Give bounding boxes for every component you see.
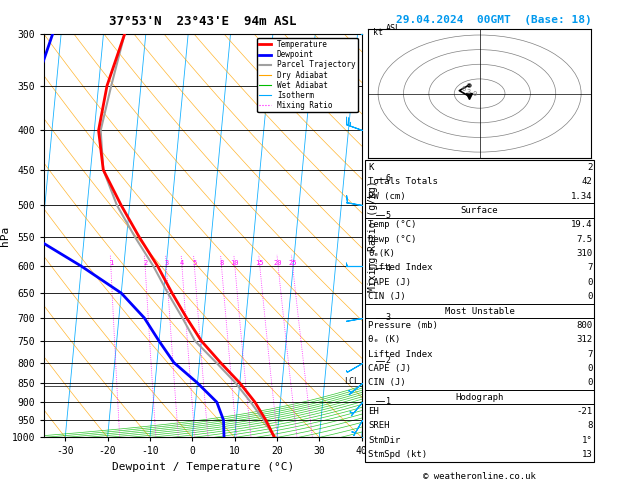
Text: kt: kt [373,28,383,37]
Text: 1: 1 [386,397,391,406]
Text: Most Unstable: Most Unstable [445,307,515,315]
Text: 15: 15 [255,260,264,266]
Text: 800: 800 [576,321,593,330]
Text: 312: 312 [576,335,593,344]
Text: Lifted Index: Lifted Index [368,349,433,359]
X-axis label: Dewpoint / Temperature (°C): Dewpoint / Temperature (°C) [112,462,294,472]
Text: 9: 9 [467,83,471,89]
Text: 3: 3 [164,260,169,266]
Text: 7: 7 [587,263,593,273]
Text: LCL: LCL [345,377,360,386]
Text: CIN (J): CIN (J) [368,292,406,301]
Text: 310: 310 [576,249,593,258]
Text: 8: 8 [587,421,593,430]
Text: 1°: 1° [582,435,593,445]
Text: 5: 5 [192,260,196,266]
Text: θₑ(K): θₑ(K) [368,249,395,258]
Text: 6: 6 [386,174,391,183]
Text: Pressure (mb): Pressure (mb) [368,321,438,330]
Text: Surface: Surface [461,206,498,215]
Text: 20: 20 [274,260,282,266]
Text: CAPE (J): CAPE (J) [368,278,411,287]
Text: 7: 7 [386,137,391,146]
Text: 8: 8 [386,98,391,107]
Text: 29.04.2024  00GMT  (Base: 18): 29.04.2024 00GMT (Base: 18) [396,15,592,25]
Text: 4: 4 [180,260,184,266]
Text: Mixing Ratio (g/kg): Mixing Ratio (g/kg) [368,180,378,292]
Text: 13: 13 [582,450,593,459]
Text: km: km [386,40,396,50]
Text: 3: 3 [386,313,391,322]
Text: θₑ (K): θₑ (K) [368,335,400,344]
Text: 19.4: 19.4 [571,221,593,229]
Text: 42: 42 [582,177,593,187]
Text: PW (cm): PW (cm) [368,192,406,201]
Text: 1: 1 [109,260,113,266]
Text: Temp (°C): Temp (°C) [368,221,416,229]
Text: K: K [368,163,374,172]
Text: CIN (J): CIN (J) [368,378,406,387]
Text: 6: 6 [462,86,466,92]
Text: 5: 5 [386,210,391,220]
Text: 0: 0 [587,364,593,373]
Text: 0: 0 [587,378,593,387]
Text: 10: 10 [231,260,239,266]
Text: StmDir: StmDir [368,435,400,445]
Text: -21: -21 [576,407,593,416]
Text: Lifted Index: Lifted Index [368,263,433,273]
Text: 0: 0 [472,91,476,98]
Text: 7: 7 [587,349,593,359]
Text: 1.34: 1.34 [571,192,593,201]
Text: 2: 2 [386,356,391,365]
Text: 2: 2 [143,260,147,266]
Text: EH: EH [368,407,379,416]
Text: CAPE (J): CAPE (J) [368,364,411,373]
Text: Hodograph: Hodograph [455,393,504,401]
Text: Dewp (°C): Dewp (°C) [368,235,416,244]
Text: ASL: ASL [386,24,401,33]
Text: Totals Totals: Totals Totals [368,177,438,187]
Legend: Temperature, Dewpoint, Parcel Trajectory, Dry Adiabat, Wet Adiabat, Isotherm, Mi: Temperature, Dewpoint, Parcel Trajectory… [257,38,358,112]
Text: 25: 25 [289,260,297,266]
Text: 4: 4 [386,264,391,273]
Text: 3: 3 [467,88,471,95]
Text: SREH: SREH [368,421,389,430]
Text: © weatheronline.co.uk: © weatheronline.co.uk [423,472,536,481]
Text: 37°53'N  23°43'E  94m ASL: 37°53'N 23°43'E 94m ASL [109,15,297,28]
Text: 0: 0 [587,278,593,287]
Text: 2: 2 [587,163,593,172]
Text: 8: 8 [220,260,224,266]
Text: StmSpd (kt): StmSpd (kt) [368,450,427,459]
Text: 7.5: 7.5 [576,235,593,244]
Y-axis label: hPa: hPa [0,226,10,246]
Text: 0: 0 [587,292,593,301]
